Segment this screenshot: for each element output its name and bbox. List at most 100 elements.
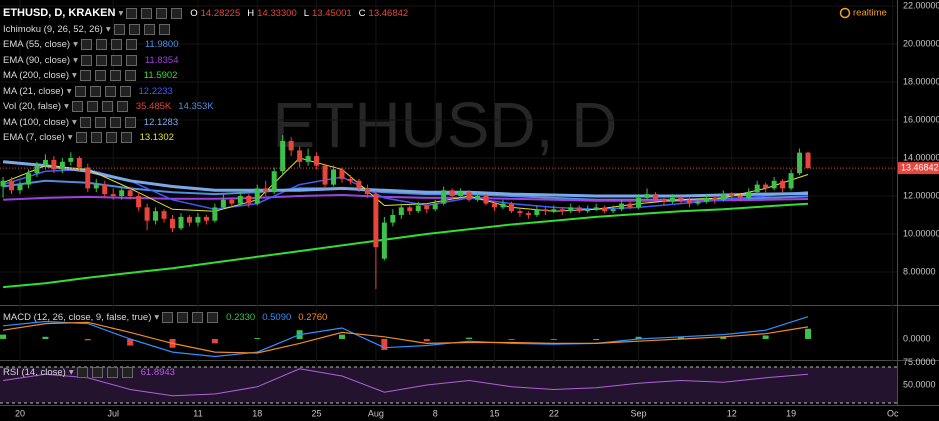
legend-icon [171, 7, 183, 19]
macd-histogram-bar [762, 335, 769, 339]
watermark: ETHUSD, D [273, 89, 618, 161]
legend-icon [80, 54, 92, 66]
status-icon [839, 7, 851, 19]
y-tick-label: 18.00000 [903, 76, 939, 86]
candle-body [153, 211, 159, 221]
candle-body [737, 195, 743, 198]
candle-body [305, 156, 311, 162]
macd-histogram-bar [635, 336, 642, 339]
candle-body [186, 216, 192, 223]
candle-body [347, 178, 353, 181]
indicator-value: 14.353K [178, 101, 214, 112]
candle-body [237, 195, 243, 204]
candle-body [763, 184, 769, 189]
x-tick-label: Oc [887, 408, 899, 418]
candle-body [280, 140, 286, 172]
x-tick-label: 20 [15, 408, 25, 418]
candle-body [407, 207, 413, 212]
dropdown-arrow: ▾ [66, 85, 72, 97]
x-tick-label: Aug [368, 408, 384, 418]
candle-body [34, 165, 40, 174]
candle-body [517, 211, 523, 214]
candle-body [339, 169, 345, 179]
candle-body [246, 195, 252, 204]
indicator-name: MA (100, close) [3, 116, 69, 128]
candle-body [729, 194, 735, 196]
dropdown-arrow: ▾ [72, 116, 77, 128]
candle-body [644, 194, 650, 198]
candle-body [390, 214, 396, 223]
candle-body [627, 203, 633, 208]
ohlc-value: 14.33300 [257, 7, 297, 19]
legend-icon [109, 70, 121, 81]
candle-body [788, 173, 794, 189]
macd-histogram-bar [423, 338, 430, 342]
candle-body [568, 207, 574, 212]
legend-icon [95, 54, 107, 66]
candle-body [415, 205, 421, 212]
candle-body [322, 165, 328, 185]
dropdown-arrow: ▾ [105, 23, 111, 35]
candle-body [373, 194, 379, 248]
candle-body [398, 207, 404, 215]
legend-icon [124, 70, 136, 81]
candle-body [102, 184, 108, 195]
legend-icon [90, 132, 102, 143]
candle-body [780, 180, 786, 189]
last-price-label: 13.46842 [901, 162, 939, 172]
x-tick-label: 18 [252, 408, 262, 418]
candle-body [720, 194, 726, 200]
rsi-legend: RSI (14, close) ▾ 61.8943 [3, 365, 175, 379]
candle-body [771, 180, 777, 189]
candle-body [68, 158, 74, 162]
candle-body [695, 201, 701, 204]
legend-icon [94, 70, 106, 81]
candle-body [229, 199, 235, 204]
legend-header: ETHUSD, D, KRAKEN ▾ O 14.28225 H 14.33300 L 13.… [3, 6, 408, 20]
y-tick-label: 20.00000 [903, 38, 939, 48]
legend-icon [89, 85, 101, 97]
legend-icon [156, 7, 168, 19]
x-tick-label: Jul [107, 408, 119, 418]
indicator-value: 35.485K [135, 101, 172, 112]
candle-body [136, 195, 142, 208]
candle-body [381, 222, 387, 259]
indicator-name: MACD (12, 26, close, 9, false, true) [3, 311, 152, 323]
legend-icon [75, 132, 87, 143]
macd-histogram-bar [127, 338, 134, 346]
macd-histogram-bar [84, 338, 91, 341]
candle-body [458, 192, 464, 196]
dropdown-arrow: ▾ [73, 39, 78, 50]
indicator-value: 0.2760 [298, 311, 328, 323]
legend-icon [94, 116, 106, 128]
candle-body [271, 171, 277, 193]
candle-body [525, 213, 531, 215]
candle-body [593, 207, 599, 210]
candle-body [678, 197, 684, 200]
candle-body [331, 169, 337, 185]
candle-body [263, 188, 269, 193]
candle-body [356, 180, 362, 189]
legend-row: MA (21, close) ▾ 12.2233 [3, 84, 173, 98]
indicator-name: EMA (90, close) [3, 54, 71, 66]
x-tick-label: 8 [433, 408, 438, 418]
candle-body [466, 192, 472, 200]
y-tick-label: 12.00000 [903, 190, 939, 200]
legend-icon [141, 7, 153, 19]
candle-body [9, 180, 15, 191]
legend-icon [109, 116, 121, 128]
candle-body [288, 140, 294, 151]
legend-row: MA (200, close) ▾ 11.5902 [3, 69, 177, 83]
candle-body [449, 190, 455, 196]
last-price-tag [898, 162, 939, 175]
dropdown-arrow: ▾ [118, 7, 124, 19]
indicator-line [2, 168, 809, 211]
legend-icon [105, 132, 117, 143]
status: realtime [853, 8, 887, 19]
candle-body [93, 184, 99, 189]
x-tick-label: 12 [727, 408, 737, 418]
legend-row: EMA (7, close) ▾ 13.1302 [3, 131, 174, 145]
candle-body [797, 152, 803, 174]
ohlc-value: 13.46842 [368, 7, 409, 19]
indicator-name: RSI (14, close) [3, 366, 66, 378]
